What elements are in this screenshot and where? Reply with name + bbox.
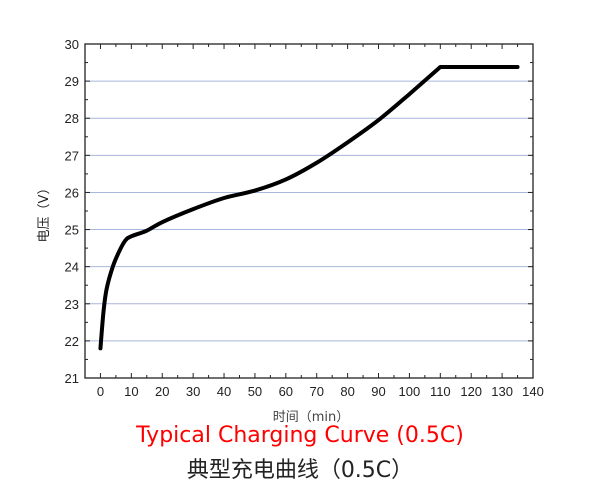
y-tick-label: 26: [65, 185, 79, 200]
y-tick-label: 30: [65, 37, 79, 52]
x-tick-label: 100: [399, 384, 421, 399]
y-tick-label: 25: [65, 223, 79, 238]
tick-labels: 21 22 23 24 25 26 27 28 29 30 0 10 20 30 40 50 60 70 80 90 1…: [65, 37, 544, 399]
y-tick-label: 29: [65, 74, 79, 89]
x-tick-label: 0: [97, 384, 104, 399]
x-tick-label: 50: [248, 384, 262, 399]
y-axis-label: 电压（V）: [37, 182, 52, 243]
x-tick-label: 60: [279, 384, 293, 399]
chart-title: 典型充电曲线（0.5C）: [186, 458, 414, 483]
x-tick-label: 80: [340, 384, 354, 399]
x-axis-label: 时间（min）: [273, 410, 350, 425]
grid-lines: [85, 80, 533, 342]
y-tick-label: 27: [65, 148, 79, 163]
plot-frame: [84, 43, 534, 379]
x-tick-label: 110: [430, 384, 451, 399]
x-tick-label: 90: [371, 384, 385, 399]
x-tick-label: 10: [124, 384, 138, 399]
x-tick-label: 40: [217, 384, 231, 399]
x-tick-label: 140: [522, 384, 544, 399]
x-tick-label: 30: [186, 384, 200, 399]
y-tick-label: 23: [65, 297, 79, 312]
axis-ticks: [85, 43, 534, 379]
y-tick-label: 24: [65, 260, 79, 275]
y-tick-label: 21: [65, 371, 79, 386]
y-tick-label: 28: [65, 111, 79, 126]
series-line-voltage: [98, 65, 520, 351]
x-tick-label: 120: [460, 384, 482, 399]
chart-subtitle-english: Typical Charging Curve (0.5C): [136, 423, 464, 448]
x-tick-label: 70: [309, 384, 323, 399]
x-tick-label: 20: [155, 384, 169, 399]
x-tick-label: 130: [491, 384, 513, 399]
y-tick-label: 22: [65, 334, 79, 349]
